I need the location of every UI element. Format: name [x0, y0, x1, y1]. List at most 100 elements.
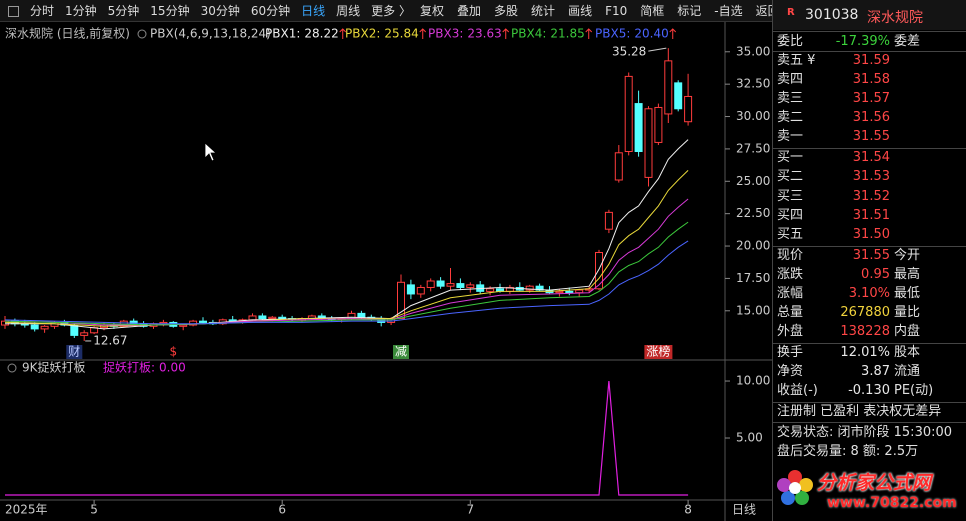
legend-value: 20.40	[634, 27, 668, 41]
y-tick-label: 27.50	[736, 141, 770, 155]
bid-row: 买一 31.54	[773, 149, 966, 167]
ask-row: 卖二 31.56	[773, 109, 966, 127]
row-label: 卖五 ¥	[777, 53, 816, 68]
chart-title: 深水规院 (日线,前复权)	[5, 26, 130, 41]
x-tick-label: 5	[90, 503, 98, 517]
tool-button[interactable]: 标记	[677, 4, 702, 18]
tool-button[interactable]: 多股	[494, 4, 519, 18]
menu-icon[interactable]	[8, 6, 19, 17]
candle-body	[604, 211, 613, 230]
period-tab[interactable]: 15分钟	[150, 4, 190, 18]
indicator-line	[4, 198, 689, 326]
chart-area: 深水规院 (日线,前复权) PBX(4,6,9,13,18,24) 9K捉妖打板…	[0, 22, 772, 521]
row-label: 股本	[894, 345, 921, 360]
indicator-line	[4, 240, 689, 325]
candle-body	[248, 315, 257, 321]
candle-body	[426, 280, 435, 288]
y-tick-label: 17.50	[736, 271, 770, 285]
legend-arrow	[585, 28, 593, 39]
event-marker[interactable]: 财	[68, 345, 80, 359]
tool-button[interactable]: 叠加	[457, 4, 482, 18]
row-label: 换手	[777, 345, 804, 360]
period-tab[interactable]: 30分钟	[200, 4, 240, 18]
row-label: PE(动)	[894, 383, 934, 398]
row-label: 买五	[777, 227, 804, 243]
period-tab[interactable]: 1分钟	[65, 4, 97, 18]
x-tick-label: 8	[684, 503, 692, 517]
period-tab[interactable]: 60分钟	[250, 4, 291, 18]
bid-row: 买二 31.53	[773, 168, 966, 186]
ask-row: 卖一 31.55	[773, 128, 966, 146]
period-tab[interactable]: 更多 〉	[371, 4, 411, 18]
tool-button[interactable]: 复权	[420, 4, 445, 18]
row-value: 31.54	[852, 150, 890, 165]
high-annotation: 35.28	[612, 45, 646, 59]
candle-body	[595, 252, 603, 290]
order-ratio: 委比 -17.39% 委差	[773, 33, 966, 51]
event-marker[interactable]: 涨榜	[646, 344, 670, 359]
period-tab[interactable]: 分时	[30, 4, 55, 18]
candle-body	[624, 75, 633, 153]
tool-button[interactable]: -自选	[714, 4, 743, 18]
row-label: 净资	[777, 364, 804, 379]
y-tick-label: 30.00	[736, 109, 770, 123]
period-tab[interactable]: 5分钟	[107, 4, 140, 18]
row-label: 卖二	[777, 110, 804, 125]
badge: R	[787, 7, 795, 18]
event-marker[interactable]: $	[169, 345, 177, 359]
legend-value: 0.00	[159, 361, 186, 375]
candle-body	[397, 281, 405, 320]
period-tab[interactable]: 日线	[301, 4, 326, 18]
tool-buttons: 复权 叠加 多股 统计 画线 F10 简框 标记 -自选 返回	[420, 0, 793, 21]
tool-button[interactable]: 简框	[640, 4, 665, 18]
event-marker[interactable]: 减	[395, 345, 407, 359]
row-label: 现价	[777, 248, 804, 263]
row-label: 买三	[777, 188, 804, 204]
quote-header: R 301038 深水规院	[773, 0, 966, 30]
candle-body	[406, 284, 415, 295]
candle-body	[436, 280, 445, 287]
row-label: 卖四	[777, 72, 804, 87]
legend-value: 23.63	[467, 27, 501, 41]
y-tick-label: 15.00	[736, 303, 770, 317]
stock-name: 深水规院	[867, 10, 923, 26]
separator	[773, 422, 966, 423]
row-value: -0.130	[848, 383, 890, 398]
separator	[773, 402, 966, 403]
settings-icon[interactable]	[7, 363, 17, 373]
row-label: 流通	[894, 364, 921, 379]
legend-arrow	[502, 28, 510, 39]
period-label: 日线	[732, 503, 756, 517]
row-label: 外盘	[777, 324, 804, 339]
tool-button[interactable]: 画线	[568, 4, 593, 18]
row-value: 138228	[840, 324, 890, 339]
legend-value: 25.84	[384, 27, 418, 41]
row-label: 涨幅	[777, 286, 804, 301]
candle-body	[129, 320, 138, 325]
logo-icon	[777, 470, 813, 505]
event-marker-bg	[392, 345, 410, 359]
candle-body	[446, 283, 455, 287]
candle-body	[1, 320, 9, 326]
stat-row: 总量 267880 量比	[773, 304, 966, 322]
tool-button[interactable]: 统计	[531, 4, 556, 18]
ask-row: 卖四 31.58	[773, 71, 966, 89]
row-value: 12.01%	[840, 345, 890, 360]
stat-row: 涨跌 0.95 最高	[773, 266, 966, 284]
legend-name: PBX4:	[511, 27, 546, 41]
candle-body	[189, 320, 198, 326]
bid-row: 买三 31.52	[773, 188, 966, 206]
tool-button[interactable]: F10	[605, 3, 628, 18]
candle-body	[614, 152, 623, 181]
ask-row: 卖五 ¥ 31.59	[773, 52, 966, 70]
period-tab[interactable]: 周线	[336, 4, 361, 18]
indicator-line	[4, 170, 689, 327]
row-value: 31.57	[852, 91, 890, 106]
settings-icon[interactable]	[137, 29, 147, 39]
indicator-name: PBX(4,6,9,13,18,24)	[150, 27, 271, 41]
candle-body	[525, 285, 534, 291]
x-tick-label: 6	[278, 503, 286, 517]
row-label: 卖一	[777, 129, 804, 144]
candle-body	[664, 60, 673, 115]
candle-body	[199, 320, 207, 323]
